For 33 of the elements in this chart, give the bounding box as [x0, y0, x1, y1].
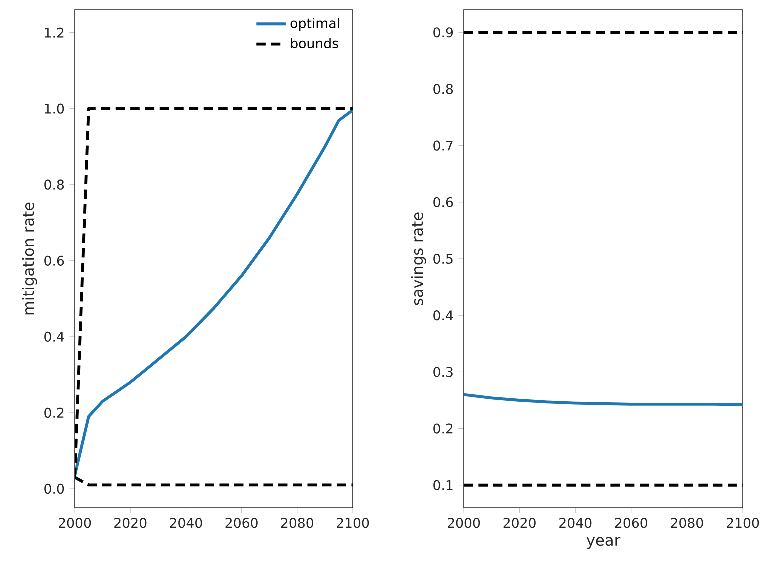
y-tick-label: 0.5: [434, 254, 453, 264]
legend-label: optimal: [290, 18, 340, 31]
y-tick-label: 0.2: [434, 424, 453, 434]
x-tick-label: 2020: [504, 518, 536, 528]
y-axis-title: savings rate: [411, 212, 426, 306]
y-tick-label: 0.1: [434, 480, 453, 490]
legend-label: bounds: [291, 38, 338, 49]
y-axis-title: mitigation rate: [22, 202, 38, 315]
y-tick-label: 0.0: [44, 484, 64, 494]
x-tick-label: 2040: [560, 518, 592, 528]
y-tick-label: 1.2: [45, 28, 64, 38]
y-tick-label: 0.6: [434, 197, 454, 208]
x-tick-label: 2060: [226, 518, 258, 528]
y-tick-label: 0.8: [434, 84, 454, 94]
y-tick-label: 0.9: [434, 28, 454, 38]
x-tick-label: 2080: [671, 518, 704, 528]
x-tick-label: 2020: [114, 518, 147, 528]
y-tick-label: 0.7: [434, 140, 453, 151]
x-tick-label: 2100: [337, 518, 370, 528]
y-tick-label: 0.8: [44, 180, 64, 190]
x-tick-label: 2060: [615, 518, 648, 528]
y-tick-label: 0.2: [44, 408, 64, 418]
x-tick-label: 2040: [170, 518, 202, 528]
y-tick-label: 0.3: [434, 367, 453, 378]
y-tick-label: 1.0: [45, 104, 64, 114]
y-tick-label: 0.4: [434, 310, 454, 321]
x-tick-label: 2080: [281, 518, 314, 528]
x-tick-label: 2100: [727, 518, 760, 528]
x-tick-label: 2000: [448, 518, 480, 528]
y-tick-label: 0.6: [44, 256, 64, 266]
x-tick-label: 2000: [59, 518, 92, 528]
x-axis-title: year: [586, 537, 621, 550]
y-tick-label: 0.4: [44, 332, 64, 342]
